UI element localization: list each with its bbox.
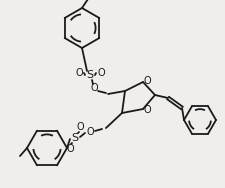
Text: O: O	[97, 68, 104, 78]
Text: O: O	[143, 105, 150, 115]
Text: O: O	[66, 144, 74, 154]
Text: O: O	[76, 122, 83, 132]
Text: S: S	[86, 70, 93, 80]
Text: S: S	[71, 133, 78, 143]
Text: O: O	[143, 76, 150, 86]
Text: O: O	[75, 68, 82, 78]
Text: O: O	[90, 83, 97, 93]
Text: O: O	[86, 127, 93, 137]
